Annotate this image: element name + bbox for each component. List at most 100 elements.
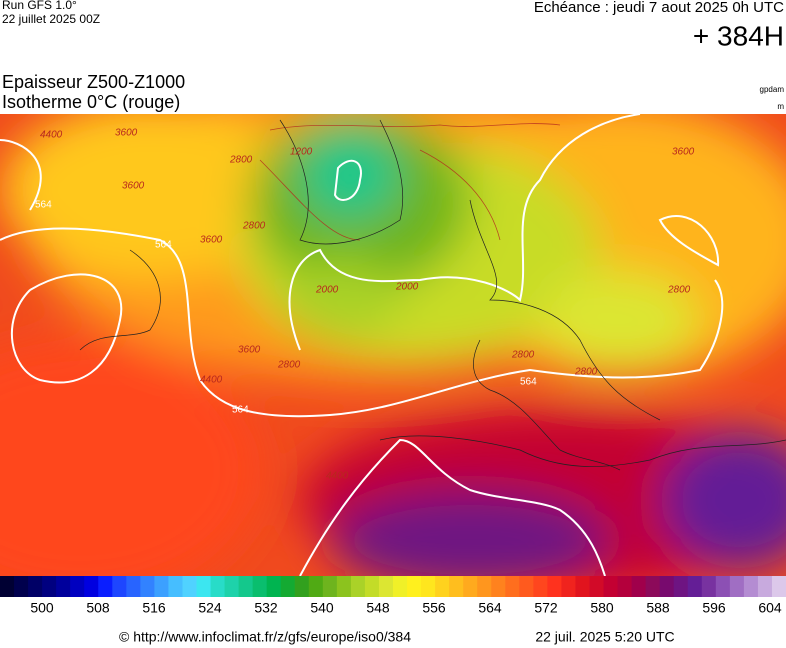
color-swatch: [519, 576, 534, 597]
contour-label: 4400: [200, 375, 223, 386]
color-swatch: [589, 576, 605, 597]
thickness-contours: [0, 114, 724, 576]
source-url: © http://www.infoclimat.fr/z/gfs/europe/…: [119, 629, 411, 645]
color-swatch: [98, 576, 113, 597]
color-swatch: [533, 576, 548, 597]
contour-label: 4400: [40, 130, 63, 141]
colorbar-label: 508: [86, 600, 110, 616]
color-swatch: [70, 576, 85, 597]
contour-label: 2800: [511, 350, 535, 361]
color-swatch: [322, 576, 338, 597]
color-swatch: [463, 576, 478, 597]
color-swatch: [112, 576, 127, 597]
color-swatch: [238, 576, 254, 597]
color-swatch: [673, 576, 689, 597]
color-swatch: [364, 576, 380, 597]
contour-label: 564: [155, 240, 172, 251]
contour-label: 2800: [242, 221, 266, 232]
color-swatch: [407, 576, 422, 597]
color-swatch: [617, 576, 633, 597]
field: [0, 114, 786, 576]
color-swatch: [28, 576, 43, 597]
contour-label: 2000: [395, 282, 419, 293]
valid-time: Echéance : jeudi 7 aout 2025 0h UTC: [534, 0, 784, 16]
isotherm: [259, 123, 561, 241]
color-swatch: [729, 576, 745, 597]
color-swatch: [687, 576, 703, 597]
color-swatch: [659, 576, 675, 597]
color-swatch: [140, 576, 155, 597]
contour-labels: 4400 3600 564 3600 564 2800 1200 2800 20…: [35, 128, 695, 482]
run-date: 22 juillet 2025 00Z: [2, 12, 100, 26]
color-swatch: [308, 576, 324, 597]
colorbar: 500 508 516 524 532 540 548 556 564 572 580 588 596 6…: [0, 576, 786, 616]
colorbar-label: 604: [758, 600, 782, 616]
contour-label: 1200: [290, 147, 313, 158]
color-swatch: [154, 576, 169, 597]
contour-label: 564: [35, 200, 52, 211]
color-swatch: [547, 576, 562, 597]
colorbar-label: 500: [30, 600, 54, 616]
contour-label: 3600: [115, 128, 138, 139]
unit: gpdam: [760, 85, 785, 94]
colorbar-label: 524: [198, 600, 222, 616]
color-swatch: [491, 576, 506, 597]
color-swatch: [126, 576, 141, 597]
color-swatch: [350, 576, 366, 597]
colorbar-label: 588: [646, 600, 670, 616]
map: 4400 3600 564 3600 564 2800 1200 2800 20…: [0, 114, 786, 576]
contour-label: 564: [520, 377, 537, 388]
colorbar-label: 596: [702, 600, 726, 616]
run: Run GFS 1.0°: [2, 0, 77, 12]
color-swatch: [266, 576, 282, 597]
title-line1: Epaisseur Z500-Z1000: [2, 72, 185, 92]
color-swatch: [0, 576, 15, 597]
colorbar-label: 540: [310, 600, 334, 616]
color-swatch: [575, 576, 590, 597]
color-swatch: [378, 576, 394, 597]
contour-label: 3600: [122, 181, 145, 192]
color-swatch: [168, 576, 183, 597]
color-swatch: [757, 576, 773, 597]
color-swatch: [393, 576, 408, 597]
contour-label: 2800: [277, 360, 301, 371]
color-swatch: [182, 576, 197, 597]
colorbar-label: 548: [366, 600, 390, 616]
color-swatch: [56, 576, 71, 597]
colorbar-label: 556: [422, 600, 446, 616]
color-swatch: [561, 576, 576, 597]
color-swatch: [477, 576, 492, 597]
unit: m: [777, 102, 784, 111]
color-swatch: [42, 576, 57, 597]
contour-label: 2000: [315, 285, 339, 296]
coastlines: [79, 119, 786, 471]
contour-label: 564: [232, 405, 249, 416]
color-swatch: [715, 576, 731, 597]
contour-label: 3600: [200, 235, 223, 246]
color-swatch: [449, 576, 464, 597]
color-swatch: [294, 576, 310, 597]
color-swatch: [224, 576, 240, 597]
contour-label: 3600: [238, 345, 261, 356]
color-swatch: [14, 576, 29, 597]
contour-label: 4400: [326, 471, 349, 482]
colorbar-label: 532: [254, 600, 278, 616]
lead-time: + 384H: [693, 20, 784, 51]
color-swatch: [252, 576, 268, 597]
color-swatch: [196, 576, 212, 597]
color-swatch: [505, 576, 520, 597]
colorbar-label: 572: [534, 600, 558, 616]
color-swatch: [743, 576, 759, 597]
contour-label: 2800: [229, 155, 253, 166]
color-swatch: [210, 576, 226, 597]
color-swatch: [84, 576, 99, 597]
color-swatch: [631, 576, 647, 597]
color-swatch: [336, 576, 352, 597]
title-line2: Isotherme 0°C (rouge): [2, 92, 180, 112]
timestamp: 22 juil. 2025 5:20 UTC: [535, 629, 674, 645]
color-swatch: [435, 576, 450, 597]
colorbar-label: 580: [590, 600, 614, 616]
color-swatch: [280, 576, 296, 597]
